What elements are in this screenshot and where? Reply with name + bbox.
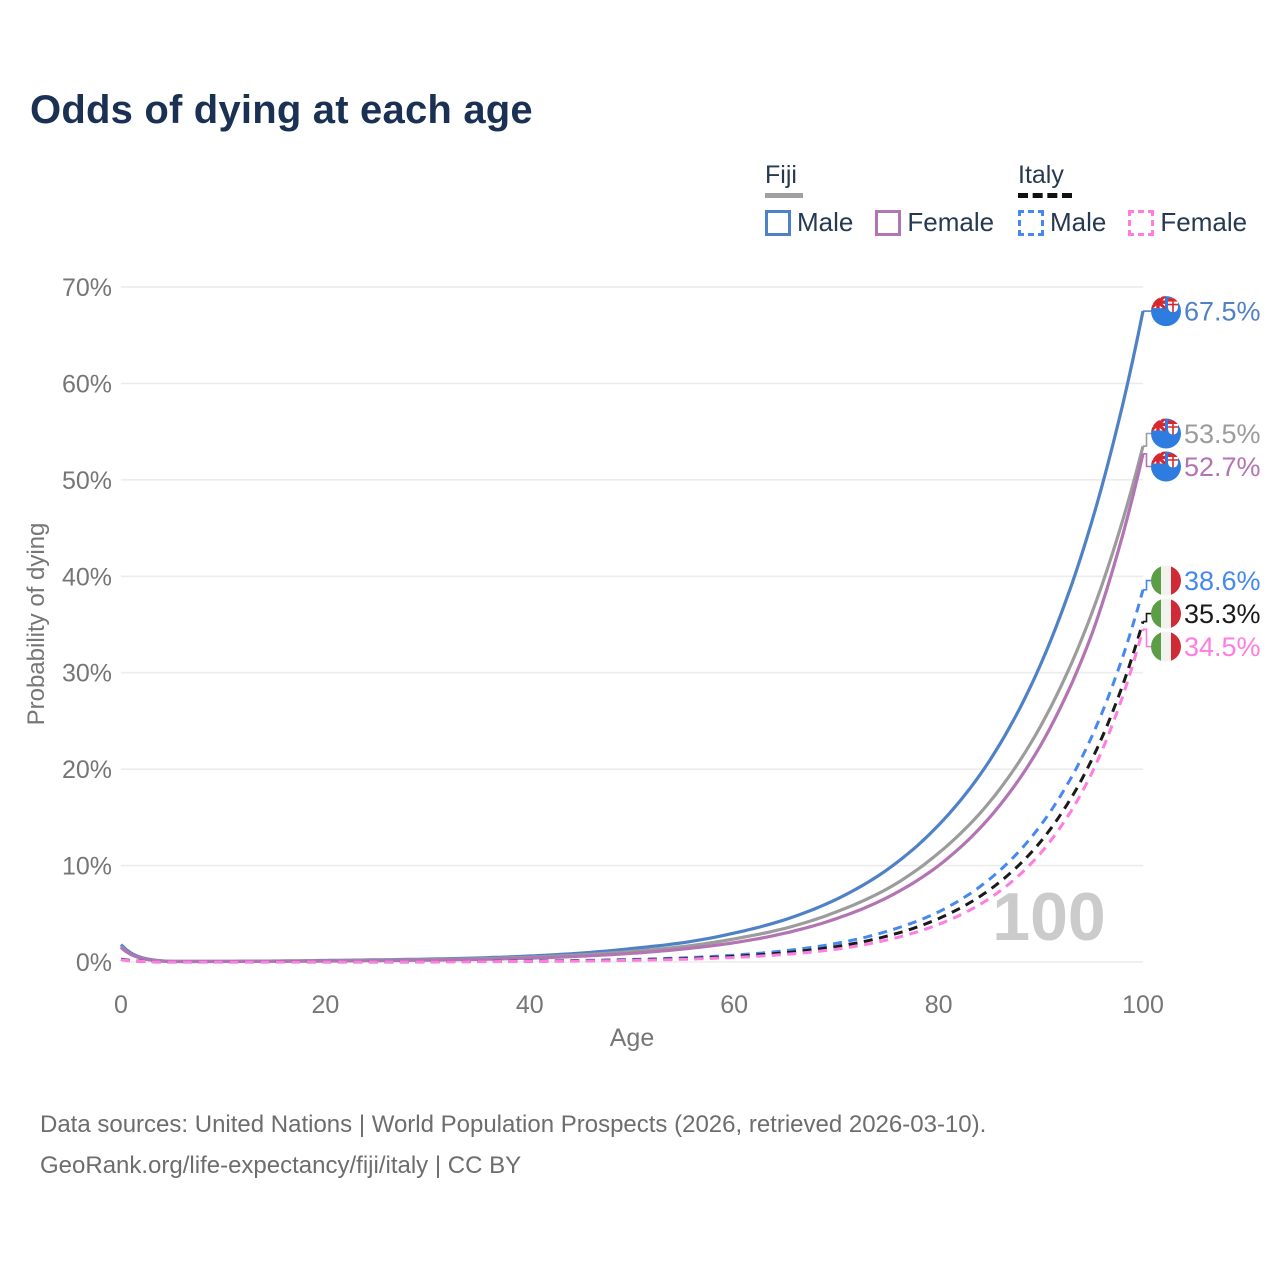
- end-value-label-italy-both: 35.3%: [1184, 599, 1261, 629]
- series-line-italy-both[interactable]: [120, 621, 1145, 964]
- series-line-fiji-male[interactable]: [119, 310, 1145, 963]
- legend-label-fiji-female: Female: [907, 207, 995, 237]
- label-connector: [1143, 453, 1151, 468]
- fiji-female-swatch-icon: [875, 209, 902, 236]
- legend-underline-fiji-solid: [765, 193, 803, 198]
- legend-label-italy-female: Female: [1160, 207, 1248, 237]
- legend-group-fiji: Fiji Male Female: [765, 161, 994, 238]
- legend-item-italy-female[interactable]: Female: [1128, 207, 1247, 238]
- x-tick-label: 60: [720, 991, 748, 1019]
- y-tick-label: 60%: [62, 370, 112, 398]
- x-tick-label: 40: [516, 991, 544, 1019]
- x-tick-label: 100: [1122, 991, 1164, 1019]
- fiji-flag-icon: [1151, 418, 1181, 449]
- fiji-male-swatch-icon: [765, 209, 791, 236]
- legend-group-italy: Italy Male Female: [1018, 161, 1247, 238]
- y-tick-label: 50%: [62, 467, 112, 495]
- end-value-label-italy-male: 38.6%: [1184, 566, 1261, 596]
- y-tick-label: 40%: [62, 563, 112, 591]
- italy-male-swatch-icon: [1018, 209, 1044, 236]
- end-value-label-fiji-male: 67.5%: [1184, 297, 1261, 327]
- footer-attribution-link[interactable]: GeoRank.org/life-expectancy/fiji/italy |…: [40, 1152, 522, 1179]
- y-tick-label: 20%: [62, 756, 112, 784]
- end-value-label-fiji-both: 53.5%: [1184, 419, 1261, 449]
- x-tick-label: 20: [311, 991, 339, 1019]
- footer: Data sources: United Nations | World Pop…: [40, 1104, 986, 1186]
- italy-female-swatch-icon: [1128, 209, 1155, 236]
- legend-label-fiji-male: Male: [797, 207, 854, 237]
- legend-label-italy-male: Male: [1050, 207, 1107, 237]
- legend-item-fiji-male[interactable]: Male: [765, 207, 853, 238]
- label-connector: [1143, 432, 1151, 447]
- axis-labels: 0% 10% 20% 30% 40% 50% 60% 70% 0 20 40 60 80 100: [62, 274, 1164, 1019]
- y-axis-title: Probability of dying: [23, 523, 50, 726]
- italy-flag-icon: [1151, 565, 1181, 596]
- y-tick-label: 70%: [62, 274, 112, 302]
- end-value-label-fiji-female: 52.7%: [1184, 452, 1261, 482]
- end-labels: 67.5% 53.5%52.7% 38.6%35.3%34.5%: [1143, 296, 1261, 662]
- legend-country-fiji: Fiji: [765, 161, 797, 189]
- series-line-italy-female[interactable]: [120, 628, 1145, 964]
- x-tick-label: 80: [925, 991, 953, 1019]
- x-tick-label: 0: [114, 991, 128, 1019]
- watermark-age-100: 100: [992, 879, 1105, 955]
- label-connector: [1143, 579, 1151, 591]
- y-tick-label: 0%: [76, 949, 112, 977]
- legend-item-fiji-female[interactable]: Female: [875, 207, 994, 238]
- legend-item-italy-male[interactable]: Male: [1018, 207, 1106, 238]
- y-tick-label: 10%: [62, 853, 112, 881]
- fiji-flag-icon: [1151, 451, 1181, 482]
- series-line-fiji-female[interactable]: [119, 453, 1145, 964]
- label-connector: [1143, 612, 1151, 623]
- fiji-flag-icon: [1151, 296, 1181, 327]
- label-connector: [1143, 628, 1151, 648]
- legend-country-italy: Italy: [1018, 161, 1064, 189]
- italy-flag-icon: [1151, 631, 1181, 662]
- series-line-italy-male[interactable]: [120, 589, 1145, 964]
- x-axis-title: Age: [610, 1024, 654, 1052]
- end-value-label-italy-female: 34.5%: [1184, 632, 1261, 662]
- page-title: Odds of dying at each age: [30, 88, 533, 132]
- series-lines: [119, 310, 1145, 964]
- gridlines: [121, 286, 1143, 963]
- series-line-fiji-both[interactable]: [119, 445, 1145, 964]
- y-tick-label: 30%: [62, 660, 112, 688]
- italy-flag-icon: [1151, 598, 1181, 629]
- legend-underline-italy-dashed: [1018, 193, 1072, 198]
- footer-data-sources: Data sources: United Nations | World Pop…: [40, 1111, 987, 1138]
